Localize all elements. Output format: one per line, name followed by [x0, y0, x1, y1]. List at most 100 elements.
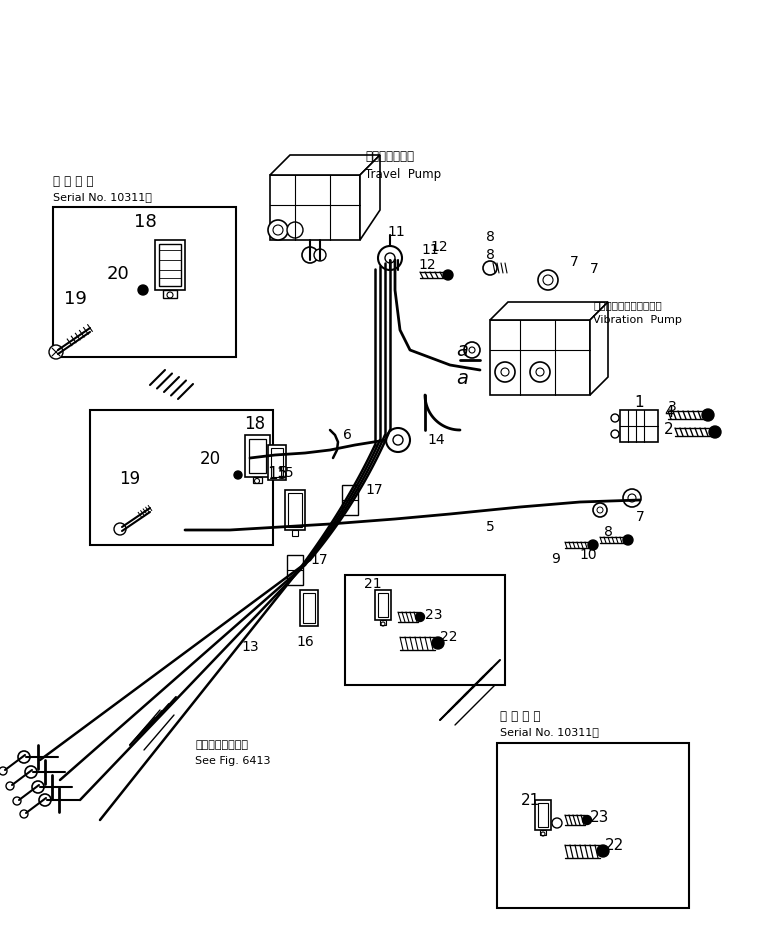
Bar	[378, 593, 388, 617]
Circle shape	[138, 285, 148, 295]
Bar	[287, 555, 303, 585]
Circle shape	[702, 409, 714, 421]
Text: トラベルポンプ: トラベルポンプ	[365, 150, 414, 163]
Bar	[292, 530, 298, 536]
Circle shape	[32, 781, 44, 793]
Polygon shape	[270, 155, 380, 175]
Circle shape	[443, 270, 453, 280]
Text: 14: 14	[427, 433, 445, 447]
Circle shape	[234, 471, 242, 479]
Text: See Fig. 6413: See Fig. 6413	[195, 756, 270, 766]
Text: 15: 15	[267, 465, 289, 483]
Bar	[497, 743, 689, 908]
Bar	[342, 485, 358, 515]
Circle shape	[268, 220, 288, 240]
Text: Travel  Pump: Travel Pump	[365, 168, 441, 181]
Text: 19: 19	[64, 290, 87, 308]
Text: 8: 8	[485, 230, 495, 244]
Circle shape	[593, 503, 607, 517]
Circle shape	[39, 794, 51, 806]
Circle shape	[611, 430, 619, 438]
Bar	[155, 240, 185, 290]
Bar	[345, 575, 505, 685]
Text: 17: 17	[310, 553, 328, 567]
Text: 11: 11	[421, 243, 439, 257]
Text: 適 用 号 機: 適 用 号 機	[500, 710, 541, 723]
Circle shape	[588, 540, 598, 550]
Text: Vibration  Pump: Vibration Pump	[593, 315, 682, 325]
Text: 3: 3	[668, 400, 677, 414]
Text: 13: 13	[241, 640, 259, 654]
Circle shape	[597, 845, 609, 857]
Circle shape	[6, 782, 14, 790]
Text: 8: 8	[604, 525, 612, 539]
Text: a: a	[456, 340, 468, 359]
Polygon shape	[490, 302, 608, 320]
Circle shape	[18, 751, 30, 763]
Bar	[163, 290, 177, 298]
Circle shape	[25, 766, 37, 778]
Bar	[249, 439, 266, 473]
Text: Serial No. 10311～: Serial No. 10311～	[53, 192, 152, 202]
Text: 2: 2	[664, 422, 674, 437]
Text: 18: 18	[244, 415, 266, 433]
Text: 6: 6	[343, 428, 352, 442]
Text: 20: 20	[200, 450, 220, 468]
Text: 21: 21	[521, 793, 540, 808]
Text: バイブレーションポンプ: バイブレーションポンプ	[593, 300, 662, 310]
Text: 7: 7	[590, 262, 599, 276]
Bar	[535, 800, 551, 830]
Bar	[300, 590, 318, 626]
Text: 第６４１３図参照: 第６４１３図参照	[195, 740, 248, 750]
Text: 10: 10	[579, 548, 597, 562]
Text: 5: 5	[485, 520, 495, 534]
Text: 12: 12	[418, 258, 435, 272]
Bar	[271, 448, 283, 477]
Bar	[159, 244, 181, 286]
Text: 15: 15	[276, 466, 294, 480]
Bar	[288, 493, 302, 527]
Text: 4: 4	[664, 405, 674, 420]
Bar	[53, 207, 236, 357]
Circle shape	[464, 342, 480, 358]
Text: 9: 9	[551, 552, 561, 566]
Text: a: a	[456, 369, 468, 388]
Bar	[538, 803, 548, 827]
Bar	[490, 320, 590, 395]
Text: 8: 8	[485, 248, 495, 262]
Circle shape	[20, 810, 28, 818]
Bar	[375, 590, 391, 620]
Bar	[270, 175, 360, 240]
Circle shape	[378, 246, 402, 270]
Polygon shape	[360, 155, 380, 240]
Text: 16: 16	[296, 635, 314, 649]
Circle shape	[530, 362, 550, 382]
Bar	[303, 593, 315, 623]
Text: 20: 20	[107, 265, 129, 283]
Text: Serial No. 10311～: Serial No. 10311～	[500, 727, 599, 737]
Circle shape	[538, 270, 558, 290]
Circle shape	[13, 797, 21, 805]
Text: 17: 17	[365, 483, 382, 497]
Circle shape	[623, 489, 641, 507]
Text: 23: 23	[590, 810, 609, 825]
Text: 22: 22	[440, 630, 458, 644]
Text: 18: 18	[134, 213, 157, 231]
Circle shape	[552, 818, 562, 828]
Circle shape	[495, 362, 515, 382]
Text: 23: 23	[425, 608, 442, 622]
Bar	[253, 477, 262, 483]
Text: 22: 22	[605, 838, 624, 853]
Circle shape	[0, 767, 7, 775]
Text: 適 用 号 機: 適 用 号 機	[53, 175, 94, 188]
Polygon shape	[590, 302, 608, 395]
Text: 19: 19	[120, 470, 141, 488]
Bar	[540, 830, 546, 835]
Circle shape	[49, 345, 63, 359]
Bar	[268, 445, 286, 480]
Circle shape	[483, 261, 497, 275]
Circle shape	[611, 414, 619, 422]
Circle shape	[623, 535, 633, 545]
Text: 7: 7	[636, 510, 644, 524]
Text: 11: 11	[387, 225, 405, 239]
